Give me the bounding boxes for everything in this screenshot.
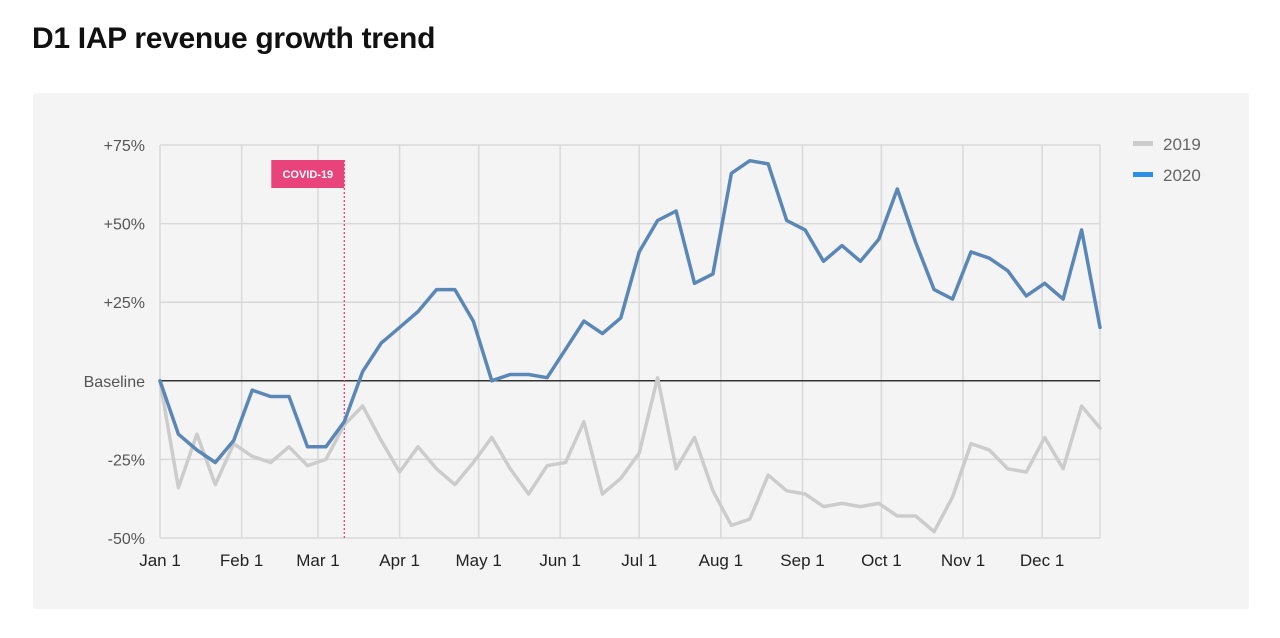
y-axis-tick-labels: +75% +50% +25% Baseline -25% -50%: [84, 138, 145, 548]
line-chart: +75% +50% +25% Baseline -25% -50% Jan 1 Feb 1 M…: [84, 135, 1201, 570]
horizontal-gridlines: [160, 144, 1100, 539]
y-tick-label: Baseline: [84, 374, 145, 391]
data-series: [158, 158, 1102, 534]
x-tick-label: Nov 1: [941, 551, 985, 570]
covid-marker-badge: [271, 160, 345, 188]
series-line-2019: [158, 375, 1102, 534]
y-tick-label: +75%: [104, 138, 145, 155]
x-tick-label: Jul 1: [621, 551, 657, 570]
series-line-2020: [158, 158, 1102, 465]
legend-label-2020: 2020: [1163, 166, 1201, 185]
legend: 2019 2020: [1133, 135, 1201, 185]
x-tick-label: Jan 1: [139, 551, 181, 570]
x-tick-label: Feb 1: [220, 551, 263, 570]
legend-label-2019: 2019: [1163, 135, 1201, 154]
y-tick-label: -25%: [108, 452, 145, 469]
legend-swatch-2019: [1133, 141, 1153, 146]
y-tick-label: -50%: [108, 531, 145, 548]
x-tick-label: Dec 1: [1020, 551, 1064, 570]
x-tick-label: Jun 1: [539, 551, 581, 570]
x-tick-label: Sep 1: [780, 551, 824, 570]
x-tick-label: Mar 1: [296, 551, 339, 570]
x-tick-label: Oct 1: [861, 551, 902, 570]
x-tick-label: Aug 1: [699, 551, 743, 570]
x-tick-label: May 1: [456, 551, 502, 570]
chart-panel: +75% +50% +25% Baseline -25% -50% Jan 1 Feb 1 M…: [33, 93, 1249, 609]
x-axis-tick-labels: Jan 1 Feb 1 Mar 1 Apr 1 May 1 Jun 1 Jul 1 Aug 1…: [139, 551, 1064, 570]
y-tick-label: +25%: [104, 295, 145, 312]
y-tick-label: +50%: [104, 217, 145, 234]
page-title: D1 IAP revenue growth trend: [32, 22, 436, 55]
legend-swatch-2020: [1133, 172, 1153, 177]
x-tick-label: Apr 1: [379, 551, 420, 570]
annotations: COVID-19: [271, 160, 345, 538]
covid-marker-label: COVID-19: [282, 169, 333, 181]
